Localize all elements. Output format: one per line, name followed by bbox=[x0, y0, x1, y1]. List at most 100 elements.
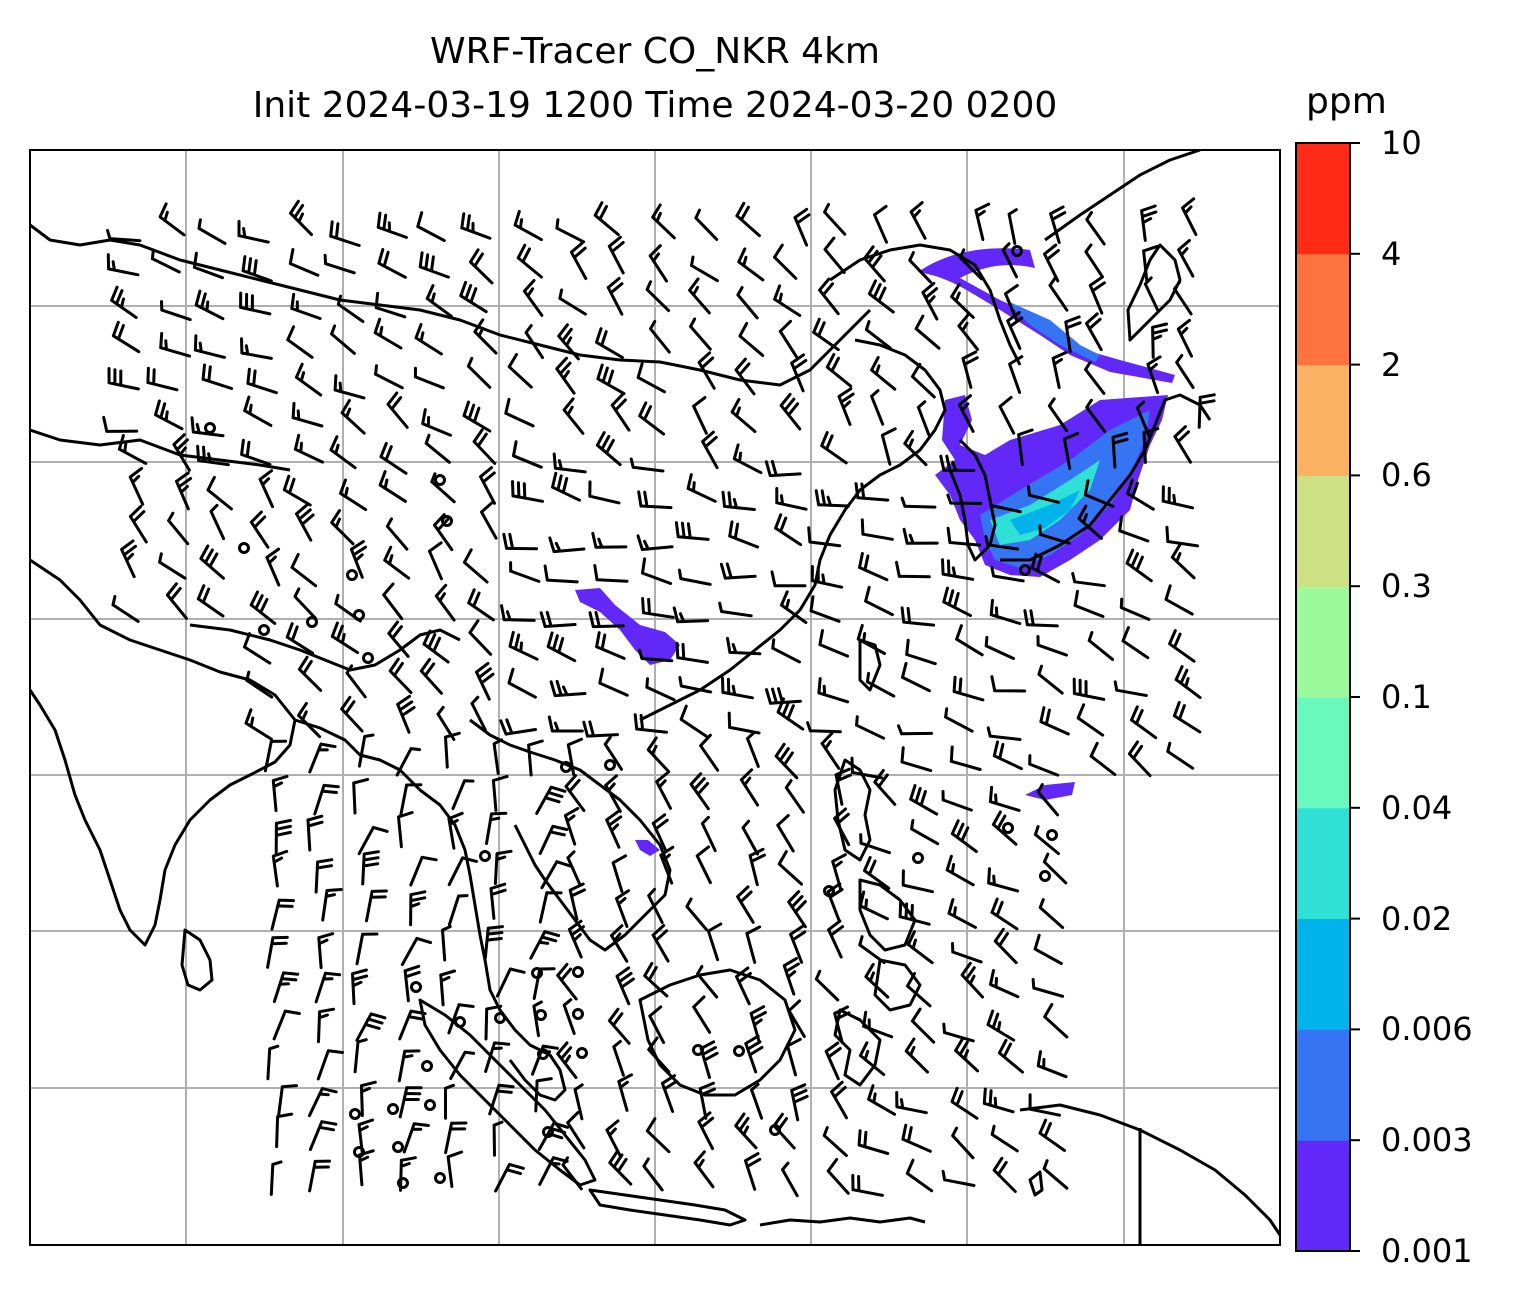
wind-barb bbox=[270, 898, 295, 931]
wind-barb bbox=[1049, 205, 1067, 244]
wind-barb bbox=[539, 610, 577, 628]
wind-barb bbox=[905, 638, 937, 666]
wind-barb bbox=[1033, 933, 1063, 965]
wind-barb bbox=[895, 560, 931, 579]
wind-barb bbox=[736, 885, 755, 924]
wind-barb bbox=[638, 648, 674, 663]
wind-barb bbox=[1087, 631, 1115, 661]
wind-barb bbox=[638, 401, 666, 436]
wind-barb bbox=[249, 510, 270, 549]
wind-barb bbox=[612, 1039, 625, 1077]
wind-barb bbox=[357, 1118, 375, 1156]
wind-barb bbox=[556, 962, 578, 1001]
wind-barb bbox=[504, 397, 535, 428]
wind-barb bbox=[172, 433, 191, 472]
wind-barb bbox=[538, 891, 563, 924]
coast-indochina bbox=[469, 718, 672, 952]
wind-barb bbox=[1038, 524, 1071, 545]
plume-luzon-strait bbox=[1025, 782, 1075, 800]
coast-mongolia-border bbox=[139, 243, 872, 387]
wind-barb bbox=[1083, 479, 1115, 508]
wind-barb bbox=[741, 819, 759, 856]
wind-barb-calm bbox=[560, 761, 572, 773]
wind-barb bbox=[902, 527, 939, 545]
wind-barb bbox=[467, 588, 495, 622]
wind-barb bbox=[547, 715, 584, 733]
wind-barb bbox=[1008, 355, 1024, 394]
wind-barb bbox=[209, 503, 226, 541]
wind-barb bbox=[511, 480, 544, 503]
wind-barb bbox=[1126, 478, 1155, 511]
wind-barb bbox=[1077, 504, 1103, 540]
wind-barb bbox=[540, 860, 572, 890]
wind-barb bbox=[444, 1083, 455, 1120]
wind-barb-calm bbox=[349, 1108, 361, 1120]
wind-barb bbox=[1073, 589, 1105, 618]
wind-barb bbox=[833, 807, 851, 847]
colorbar-tick-label: 0.003 bbox=[1381, 1121, 1473, 1160]
wind-barb bbox=[695, 845, 712, 885]
coast-china-east bbox=[639, 338, 947, 722]
wind-barb bbox=[950, 283, 975, 319]
wind-barb bbox=[778, 319, 798, 359]
wind-barb bbox=[649, 319, 671, 354]
wind-barb bbox=[823, 236, 846, 274]
wind-barb bbox=[357, 733, 375, 768]
map-subtitle: Init 2024-03-19 1200 Time 2024-03-20 020… bbox=[252, 85, 1058, 126]
wind-barb bbox=[1085, 211, 1106, 246]
wind-barb bbox=[424, 433, 451, 464]
wind-barb bbox=[297, 655, 323, 692]
wind-barb bbox=[529, 930, 561, 960]
wind-barb bbox=[851, 1173, 884, 1197]
wind-barb bbox=[675, 641, 709, 664]
wind-barb bbox=[775, 487, 808, 511]
wind-barb bbox=[193, 334, 226, 359]
wind-barb bbox=[744, 1034, 764, 1074]
wind-barb bbox=[906, 972, 932, 1008]
wind-barb bbox=[272, 971, 300, 1003]
colorbar-tick-label: 0.1 bbox=[1381, 678, 1432, 716]
wind-barb bbox=[764, 460, 802, 478]
wind-barb bbox=[535, 785, 567, 815]
wind-barb-calm bbox=[454, 1016, 466, 1028]
wind-barb bbox=[615, 966, 635, 1006]
wind-barb bbox=[468, 619, 493, 656]
wind-barb bbox=[858, 935, 886, 965]
wind-barb-calm bbox=[604, 759, 616, 771]
wind-barb bbox=[1017, 428, 1034, 466]
wind-barb-calm bbox=[1002, 822, 1014, 834]
wind-barb bbox=[321, 888, 343, 922]
wind-barb bbox=[880, 427, 897, 466]
wind-barb bbox=[1146, 355, 1162, 395]
wind-barb bbox=[910, 1007, 936, 1044]
wind-barb bbox=[901, 1123, 932, 1153]
wind-barb bbox=[641, 557, 673, 585]
wind-barb bbox=[864, 962, 890, 999]
wind-barb bbox=[1023, 609, 1059, 628]
wind-barb bbox=[374, 364, 404, 390]
wind-barb bbox=[399, 783, 423, 816]
colorbar-unit: ppm bbox=[1306, 81, 1387, 122]
wind-barb bbox=[1048, 276, 1069, 312]
wind-barb bbox=[957, 313, 980, 351]
wind-barb bbox=[611, 854, 628, 893]
wind-barb bbox=[1033, 825, 1060, 856]
wind-barb bbox=[428, 541, 443, 581]
colorbar-tick-label: 0.6 bbox=[1381, 456, 1432, 495]
wind-barb bbox=[701, 430, 719, 470]
colorbar-tick-label: 4 bbox=[1381, 234, 1402, 273]
wind-barb bbox=[744, 1152, 762, 1191]
wind-barb bbox=[441, 925, 452, 962]
wind-barb bbox=[834, 767, 852, 806]
wind-barb bbox=[686, 473, 717, 503]
wind-barb bbox=[647, 887, 664, 924]
wind-barb-calm bbox=[434, 474, 446, 486]
wind-barb bbox=[1118, 515, 1150, 543]
coast-philippines-south bbox=[858, 878, 917, 952]
wind-barb bbox=[820, 431, 848, 465]
wind-barb bbox=[239, 291, 272, 316]
wind-barb bbox=[817, 677, 850, 704]
wind-barb-calm bbox=[1046, 829, 1058, 841]
wind-barb bbox=[858, 1041, 886, 1076]
wind-barb bbox=[989, 969, 1020, 999]
